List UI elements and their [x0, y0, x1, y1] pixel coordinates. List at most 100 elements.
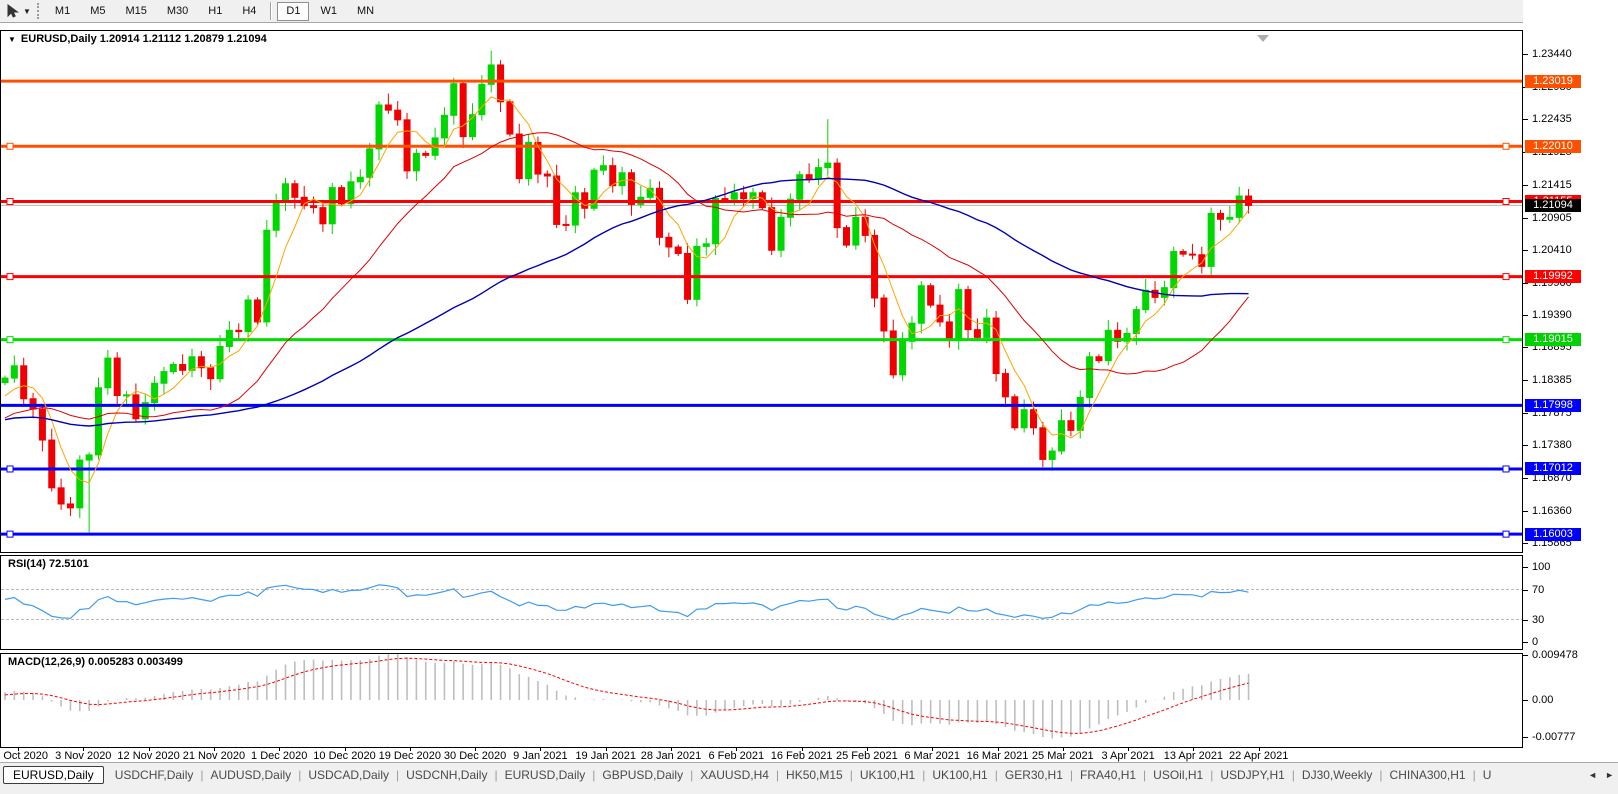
chart-tab-ger30-h1[interactable]: GER30,H1	[1004, 768, 1063, 782]
chart-tab-uk100-h1[interactable]: UK100,H1	[932, 768, 988, 782]
hline-handle-left[interactable]	[6, 273, 14, 281]
chart-tab-fra40-h1[interactable]: FRA40,H1	[1080, 768, 1137, 782]
price-badge-1.22010: 1.22010	[1525, 139, 1581, 153]
price-badge-1.21094: 1.21094	[1525, 198, 1581, 212]
chart-tab-eurusd-daily[interactable]: EURUSD,Daily	[504, 768, 586, 782]
price-axis-label: 1.19390	[1532, 309, 1572, 322]
hline-handle-left[interactable]	[6, 336, 14, 344]
price-axis-tick	[1523, 445, 1528, 447]
rsi-axis-label: 30	[1532, 613, 1545, 626]
tab-separator: |	[1143, 768, 1147, 782]
rsi-chart[interactable]	[1, 556, 1522, 649]
chart-tab-uk100-h1[interactable]: UK100,H1	[859, 768, 916, 782]
hline-handle-right[interactable]	[1502, 142, 1510, 150]
hline-handle-left[interactable]	[6, 465, 14, 473]
rsi-indicator-pane[interactable]: RSI(14) 72.5101	[0, 555, 1523, 650]
price-axis-tick	[1523, 118, 1528, 120]
price-badge-1.23019: 1.23019	[1525, 74, 1581, 88]
hline-handle-right[interactable]	[1502, 530, 1510, 538]
date-axis-tick	[409, 748, 411, 751]
candlestick-chart[interactable]	[1, 31, 1522, 552]
timeframe-button-H4[interactable]: H4	[242, 4, 257, 17]
tab-separator: |	[298, 768, 302, 782]
chart-tab-audusd-daily[interactable]: AUDUSD,Daily	[210, 768, 292, 782]
hline-handle-right[interactable]	[1502, 273, 1510, 281]
date-label: 6 Feb 2021	[708, 750, 765, 762]
macd-chart[interactable]	[1, 654, 1522, 747]
chart-tab-u[interactable]: U	[1482, 768, 1492, 782]
date-label: 3 Apr 2021	[1101, 750, 1155, 762]
chart-tab-eurusd-daily[interactable]: EURUSD,Daily	[3, 766, 104, 784]
tab-separator: |	[396, 768, 400, 782]
rsi-label: RSI(14) 72.5101	[8, 558, 89, 570]
chart-tab-usdcad-daily[interactable]: USDCAD,Daily	[308, 768, 389, 782]
price-axis[interactable]: 1.234401.229301.224351.219251.214151.209…	[1523, 0, 1618, 760]
date-axis-tick	[1258, 748, 1260, 751]
timeframe-button-M1[interactable]: M1	[54, 4, 71, 17]
tab-separator: |	[1291, 768, 1295, 782]
date-label: 6 Mar 2021	[904, 750, 961, 762]
date-axis-tick	[475, 748, 477, 751]
toolbar-grip[interactable]	[36, 3, 39, 19]
chart-background	[1, 31, 1522, 552]
tabs-scroll-right-icon[interactable]: ►	[1605, 770, 1614, 780]
timeframe-button-H1[interactable]: H1	[208, 4, 223, 17]
chart-tab-usdjpy-h1[interactable]: USDJPY,H1	[1220, 768, 1285, 782]
price-chart-pane[interactable]: ▼ EURUSD,Daily 1.20914 1.21112 1.20879 1…	[0, 30, 1523, 553]
rsi-line	[4, 584, 1249, 621]
chart-tab-china300-h1[interactable]: CHINA300,H1	[1389, 768, 1466, 782]
timeframe-button-M15[interactable]: M15	[125, 4, 147, 17]
chart-tab-usdcnh-daily[interactable]: USDCNH,Daily	[406, 768, 488, 782]
timeframe-button-D1[interactable]: D1	[277, 1, 310, 21]
tab-separator: |	[1379, 768, 1383, 782]
date-axis-tick	[279, 748, 281, 751]
date-axis-tick	[605, 748, 607, 751]
macd-axis-tick	[1523, 654, 1528, 656]
chart-tab-dj30-weekly[interactable]: DJ30,Weekly	[1301, 768, 1373, 782]
timeframe-button-MN[interactable]: MN	[356, 4, 375, 17]
date-label: 16 Feb 2021	[770, 750, 833, 762]
tab-separator: |	[922, 768, 926, 782]
hline-handle-right[interactable]	[1502, 198, 1510, 206]
chart-tab-usoil-h1[interactable]: USOil,H1	[1153, 768, 1204, 782]
cursor-tool-icon[interactable]	[4, 2, 22, 20]
macd-indicator-pane[interactable]: MACD(12,26,9) 0.005283 0.003499	[0, 653, 1523, 748]
dropdown-caret-icon[interactable]: ▼	[23, 6, 31, 16]
symbol-dropdown-icon[interactable]: ▼	[8, 34, 16, 44]
price-badge-1.17012: 1.17012	[1525, 462, 1581, 476]
date-label: 13 Apr 2021	[1163, 750, 1224, 762]
date-label: 9 Jan 2021	[513, 750, 568, 762]
macd-axis-label: 0.00	[1532, 694, 1554, 706]
price-axis-tick	[1523, 380, 1528, 382]
chart-tab-hk50-m15[interactable]: HK50,M15	[786, 768, 843, 782]
chart-shift-icon[interactable]	[1257, 35, 1269, 42]
date-label: 25 Mar 2021	[1031, 750, 1094, 762]
hline-handle-left[interactable]	[6, 530, 14, 538]
ma-fast-line	[4, 96, 1249, 484]
tab-separator: |	[1069, 768, 1074, 782]
date-axis-tick	[932, 748, 934, 751]
chart-tab-xauusd-h4[interactable]: XAUUSD,H4	[700, 768, 769, 782]
price-axis-tick	[1523, 511, 1528, 513]
hline-handle-right[interactable]	[1502, 465, 1510, 473]
chart-tab-usdchf-daily[interactable]: USDCHF,Daily	[114, 768, 194, 782]
date-label: 12 Nov 2020	[117, 750, 180, 762]
tabs-scroll-left-icon[interactable]: ◄	[1588, 770, 1598, 780]
hline-handle-right[interactable]	[1502, 336, 1510, 344]
timeframe-button-M30[interactable]: M30	[166, 4, 189, 17]
tab-separator: |	[494, 768, 498, 782]
price-axis-label: 1.20410	[1532, 243, 1572, 256]
hline-handle-left[interactable]	[6, 142, 14, 150]
timeframe-button-M5[interactable]: M5	[90, 4, 106, 17]
date-axis-tick	[866, 748, 868, 751]
candles-layer	[1, 50, 1253, 533]
hline-handle-left[interactable]	[6, 198, 14, 206]
rsi-axis-label: 100	[1532, 561, 1551, 573]
date-axis-tick	[148, 748, 150, 751]
timeframe-button-W1[interactable]: W1	[320, 4, 337, 17]
price-badge-1.19015: 1.19015	[1525, 333, 1581, 347]
chart-tab-gbpusd-daily[interactable]: GBPUSD,Daily	[602, 768, 684, 782]
date-label: 25 Feb 2021	[836, 750, 898, 762]
date-axis-tick	[801, 748, 803, 751]
